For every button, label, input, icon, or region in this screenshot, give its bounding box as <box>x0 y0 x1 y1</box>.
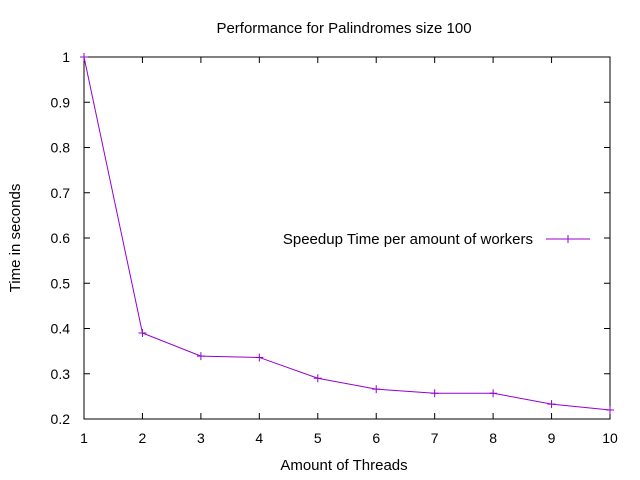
legend: Speedup Time per amount of workers <box>283 231 590 248</box>
y-tick-label: 0.6 <box>51 230 71 246</box>
x-tick-label: 9 <box>548 430 556 446</box>
data-point <box>80 53 88 61</box>
data-point <box>255 353 264 362</box>
legend-marker <box>564 235 572 243</box>
x-tick-label: 10 <box>602 430 618 446</box>
y-tick-label: 0.4 <box>51 321 71 337</box>
y-tick-label: 0.5 <box>51 275 71 291</box>
data-point <box>489 389 498 398</box>
x-tick-label: 2 <box>139 430 147 446</box>
x-tick-label: 5 <box>314 430 322 446</box>
x-tick-label: 6 <box>372 430 380 446</box>
data-point <box>313 374 322 383</box>
x-tick-label: 3 <box>197 430 205 446</box>
x-axis-label: Amount of Threads <box>280 457 407 474</box>
data-point <box>196 352 205 361</box>
y-tick-label: 0.9 <box>51 94 71 110</box>
data-point <box>372 385 381 394</box>
y-tick-label: 1 <box>62 49 70 65</box>
x-tick-label: 7 <box>431 430 439 446</box>
series-line <box>83 56 611 411</box>
y-tick-label: 0.8 <box>51 140 71 156</box>
y-axis-label: Time in seconds <box>7 184 24 293</box>
series-group <box>80 53 614 414</box>
data-point <box>547 400 556 409</box>
x-tick-label: 1 <box>80 430 88 446</box>
chart-title: Performance for Palindromes size 100 <box>216 20 471 37</box>
y-tick-labels: 0.2 0.3 0.4 0.5 0.6 0.7 0.8 0.9 1 <box>51 49 71 427</box>
x-tick-labels: 1 2 3 4 5 6 7 8 9 10 <box>80 430 618 446</box>
x-tick-label: 8 <box>489 430 497 446</box>
data-point <box>138 329 147 338</box>
legend-label: Speedup Time per amount of workers <box>283 231 533 248</box>
x-tick-label: 4 <box>255 430 263 446</box>
y-tick-label: 0.7 <box>51 185 71 201</box>
data-point <box>606 405 614 414</box>
data-point <box>430 389 439 398</box>
y-tick-label: 0.2 <box>51 411 71 427</box>
y-tick-label: 0.3 <box>51 366 71 382</box>
axis-ticks <box>83 56 611 420</box>
